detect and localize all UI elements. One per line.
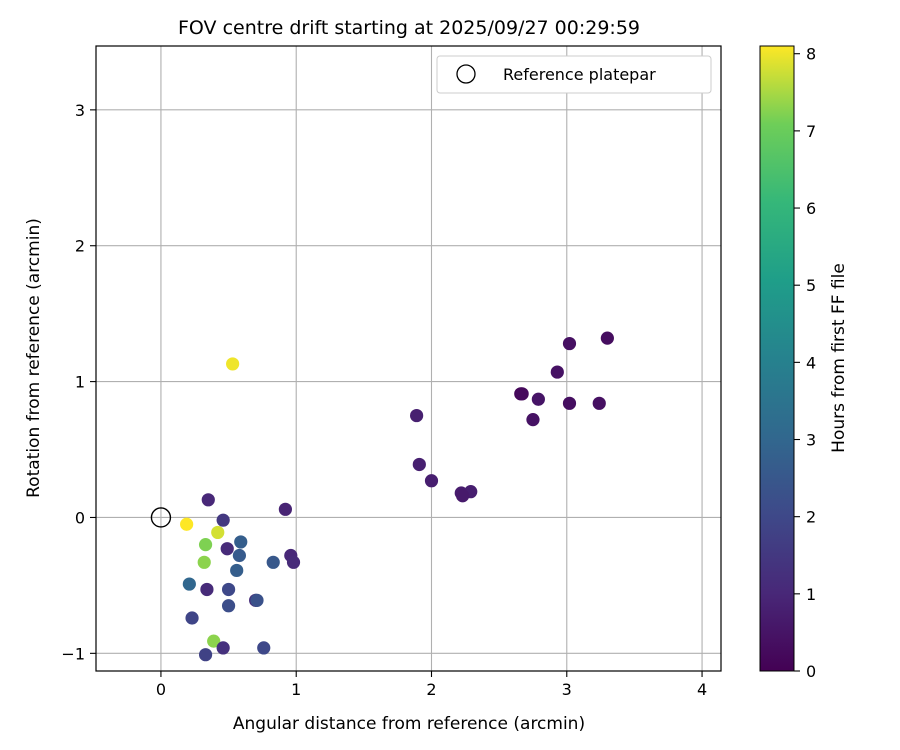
scatter-point <box>600 331 614 345</box>
x-axis-label: Angular distance from reference (arcmin) <box>233 714 585 734</box>
colorbar-tick-label: 3 <box>806 431 816 450</box>
x-tick-label: 2 <box>426 680 436 699</box>
scatter-point <box>211 525 225 540</box>
legend-label: Reference platepar <box>503 65 656 84</box>
scatter-point <box>286 555 301 569</box>
scatter-point <box>221 599 236 613</box>
scatter-point <box>220 542 234 556</box>
colorbar-tick-label: 6 <box>806 199 816 218</box>
scatter-point <box>182 577 196 591</box>
plot-frame <box>95 45 722 672</box>
colorbar-tick-label: 4 <box>806 353 816 372</box>
scatter-point <box>201 493 215 507</box>
legend-marker <box>456 64 476 84</box>
colorbar-tick-label: 5 <box>806 276 816 295</box>
scatter-point <box>266 555 280 569</box>
colorbar-tick-label: 7 <box>806 122 816 141</box>
scatter-point <box>185 611 199 625</box>
scatter-point <box>180 517 194 531</box>
y-tick-label: 0 <box>75 508 85 527</box>
y-tick-label: 2 <box>75 237 85 256</box>
scatter-point <box>526 413 540 427</box>
scatter-point <box>250 593 264 607</box>
x-tick-label: 4 <box>697 680 707 699</box>
scatter-point <box>257 641 271 655</box>
scatter-point <box>198 538 213 552</box>
x-tick-label: 3 <box>562 680 572 699</box>
colorbar: 0 1 2 3 4 5 6 7 8 Hours from first FF file <box>759 45 849 681</box>
legend: Reference platepar <box>436 55 712 94</box>
colorbar-tick-label: 8 <box>806 45 816 64</box>
scatter-point <box>216 513 230 527</box>
legend-box <box>436 55 712 94</box>
scatter-point <box>550 365 564 379</box>
chart-title: FOV centre drift starting at 2025/09/27 … <box>178 17 640 39</box>
x-tick-label: 1 <box>291 680 301 699</box>
scatter-point <box>200 582 214 597</box>
grid-lines <box>96 46 721 671</box>
colorbar-tick-label: 0 <box>806 662 816 681</box>
scatter-point <box>410 408 424 423</box>
colorbar-ticks: 0 1 2 3 4 5 6 7 8 <box>794 45 816 681</box>
scatter-point <box>531 392 545 406</box>
scatter-point <box>515 387 529 401</box>
x-tick-label: 0 <box>156 680 166 699</box>
scatter-point <box>424 474 439 488</box>
colorbar-label: Hours from first FF file <box>829 263 849 453</box>
y-axis-ticks: −1 0 1 2 3 <box>61 101 96 663</box>
colorbar-gradient <box>759 45 795 672</box>
x-axis-ticks: 0 1 2 3 4 <box>156 671 707 699</box>
y-axis-label: Rotation from reference (arcmin) <box>24 218 44 498</box>
scatter-point <box>230 563 244 578</box>
scatter-point <box>232 548 246 563</box>
y-tick-label: −1 <box>61 644 85 663</box>
scatter-point <box>216 641 230 655</box>
scatter-point <box>562 396 577 410</box>
scatter-point <box>226 357 240 371</box>
scatter-point <box>278 502 292 516</box>
scatter-point <box>412 457 426 472</box>
scatter-point <box>197 555 211 569</box>
scatter-points <box>180 331 614 662</box>
reference-platepar-marker <box>150 507 172 528</box>
scatter-point <box>221 582 236 597</box>
scatter-point <box>562 336 577 351</box>
y-tick-label: 3 <box>75 101 85 120</box>
y-tick-label: 1 <box>75 373 85 392</box>
scatter-point <box>456 489 470 503</box>
colorbar-tick-label: 1 <box>806 585 816 604</box>
scatter-point <box>592 396 606 410</box>
colorbar-tick-label: 2 <box>806 508 816 527</box>
scatter-point <box>207 634 221 648</box>
scatter-point <box>234 535 248 549</box>
reference-marker-group <box>150 507 172 528</box>
scatter-point <box>198 648 213 662</box>
